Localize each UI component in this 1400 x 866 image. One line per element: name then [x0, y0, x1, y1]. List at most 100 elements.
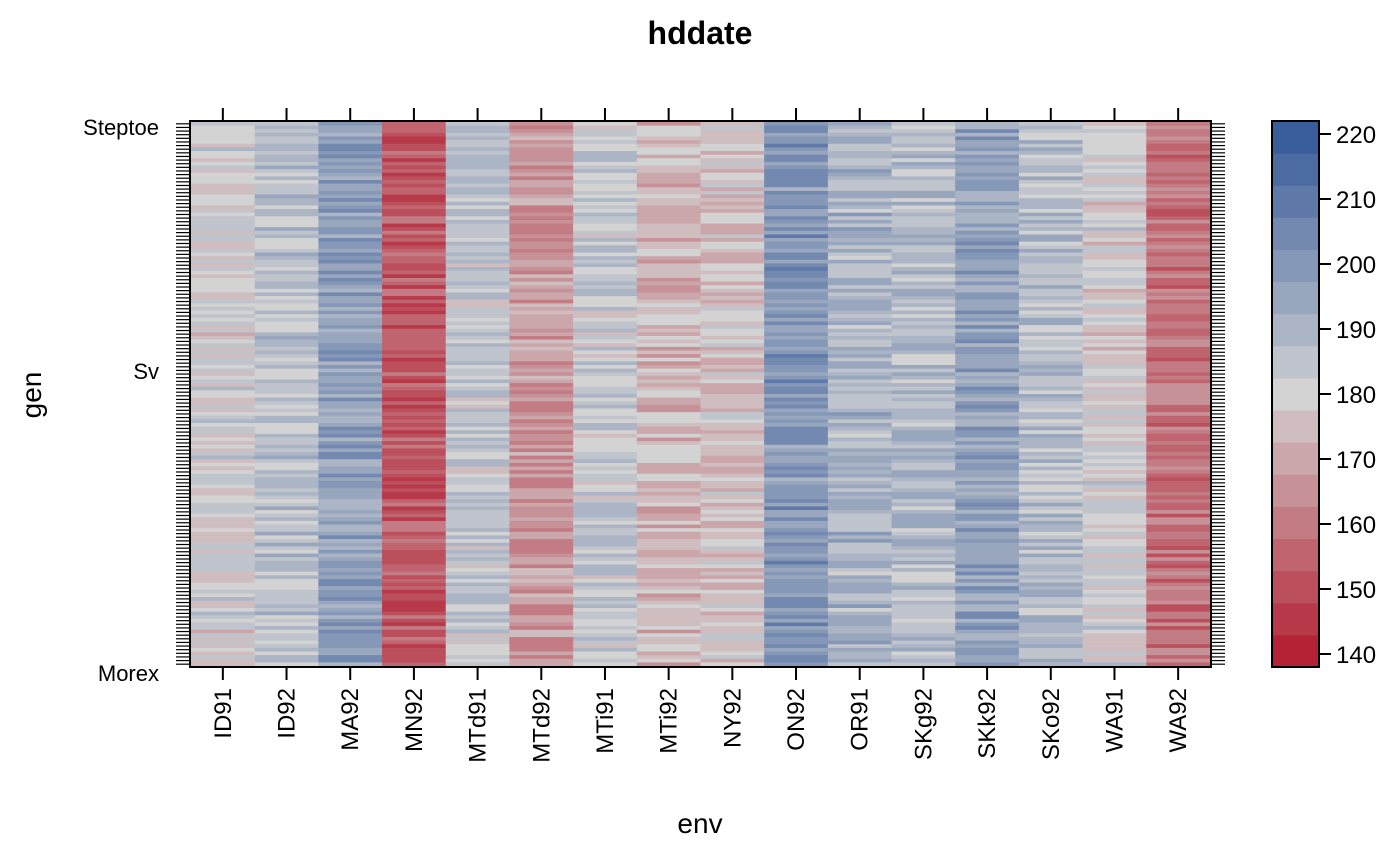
- heatmap-cell: [191, 314, 256, 319]
- heatmap-cell: [318, 147, 383, 152]
- colorbar-tick-label: 200: [1336, 252, 1376, 279]
- heatmap-cell: [191, 140, 256, 145]
- heatmap-cell: [254, 629, 319, 634]
- heatmap-cell: [573, 310, 638, 315]
- heatmap-cell: [445, 651, 511, 656]
- heatmap-cell: [254, 187, 319, 192]
- heatmap-cell: [1082, 437, 1147, 442]
- heatmap-cell: [191, 423, 256, 428]
- heatmap-cell: [191, 459, 256, 464]
- heatmap-cell: [636, 180, 702, 185]
- heatmap-cell: [955, 430, 1020, 435]
- heatmap-cell: [445, 216, 511, 221]
- heatmap-cell: [891, 517, 956, 522]
- heatmap-cell: [891, 187, 956, 192]
- heatmap-cell: [254, 462, 319, 468]
- heatmap-cell: [700, 546, 765, 551]
- heatmap-cell: [191, 546, 256, 551]
- heatmap-cell: [1018, 223, 1084, 228]
- heatmap-cell: [1082, 180, 1147, 185]
- colorbar-band: [1272, 185, 1319, 218]
- heatmap-cell: [509, 368, 574, 373]
- heatmap-cell: [955, 448, 1020, 453]
- heatmap-cell: [1146, 629, 1211, 634]
- heatmap-cell: [636, 484, 702, 489]
- heatmap-cell: [700, 633, 765, 638]
- heatmap-cell: [318, 386, 383, 391]
- heatmap-cell: [191, 303, 256, 308]
- heatmap-cell: [764, 495, 829, 500]
- heatmap-cell: [509, 390, 574, 395]
- heatmap-cell: [445, 205, 511, 210]
- heatmap-cell: [1146, 248, 1211, 254]
- heatmap-cell: [827, 303, 893, 308]
- heatmap-cell: [827, 299, 893, 304]
- heatmap-cell: [1018, 437, 1084, 442]
- heatmap-cell: [254, 401, 319, 406]
- heatmap-cell: [191, 535, 256, 540]
- heatmap-cell: [1146, 437, 1211, 442]
- heatmap-cell: [827, 172, 893, 177]
- heatmap-cell: [636, 535, 702, 540]
- heatmap-cell: [764, 321, 829, 326]
- heatmap-cell: [1146, 230, 1211, 236]
- heatmap-cell: [891, 419, 956, 424]
- heatmap-cell: [318, 564, 383, 569]
- heatmap-cell: [700, 364, 765, 370]
- heatmap-cell: [891, 132, 956, 138]
- heatmap-cell: [827, 314, 893, 319]
- heatmap-cell: [955, 607, 1020, 613]
- heatmap-cell: [891, 296, 956, 301]
- heatmap-cell: [445, 132, 511, 138]
- heatmap-cell: [764, 285, 829, 290]
- heatmap-cell: [1082, 303, 1147, 308]
- heatmap-cell: [382, 227, 447, 232]
- heatmap-cell: [382, 426, 447, 431]
- heatmap-cell: [318, 151, 383, 156]
- heatmap-cell: [891, 288, 956, 294]
- heatmap-cell: [827, 201, 893, 207]
- heatmap-cell: [254, 528, 319, 533]
- colorbar-band: [1272, 570, 1319, 604]
- heatmap-cell: [1018, 557, 1084, 562]
- heatmap-cell: [509, 466, 574, 471]
- heatmap-cell: [636, 136, 702, 141]
- heatmap-cell: [573, 274, 638, 279]
- heatmap-cell: [382, 310, 447, 315]
- heatmap-cell: [191, 386, 256, 391]
- heatmap-cell: [764, 390, 829, 395]
- heatmap-cell: [1018, 455, 1084, 460]
- heatmap-cell: [827, 622, 893, 627]
- heatmap-cell: [1146, 390, 1211, 395]
- heatmap-cell: [573, 256, 638, 261]
- heatmap-cell: [764, 172, 829, 177]
- heatmap-cell: [764, 499, 829, 504]
- heatmap-cell: [382, 379, 447, 384]
- heatmap-cell: [509, 190, 574, 196]
- heatmap-cell: [955, 539, 1020, 544]
- heatmap-cell: [891, 219, 956, 225]
- heatmap-cell: [827, 477, 893, 482]
- heatmap-cell: [573, 448, 638, 453]
- heatmap-cell: [191, 198, 256, 203]
- heatmap-cell: [1018, 655, 1084, 660]
- heatmap-cell: [191, 205, 256, 210]
- heatmap-cell: [254, 379, 319, 384]
- heatmap-cell: [827, 611, 893, 616]
- heatmap-cell: [191, 600, 256, 605]
- heatmap-cell: [827, 553, 893, 558]
- heatmap-cell: [254, 263, 319, 268]
- heatmap-cell: [191, 528, 256, 533]
- heatmap-cell: [955, 452, 1020, 457]
- heatmap-cell: [1146, 539, 1211, 544]
- heatmap-cell: [636, 528, 702, 533]
- x-tick-label: SKk92: [974, 688, 1001, 759]
- heatmap-cell: [191, 484, 256, 489]
- heatmap-cell: [1018, 506, 1084, 511]
- heatmap-cell: [955, 513, 1020, 518]
- heatmap-cell: [254, 281, 319, 286]
- heatmap-cell: [955, 212, 1020, 217]
- heatmap-cell: [955, 194, 1020, 199]
- heatmap-cell: [509, 270, 574, 275]
- heatmap-cell: [700, 560, 765, 566]
